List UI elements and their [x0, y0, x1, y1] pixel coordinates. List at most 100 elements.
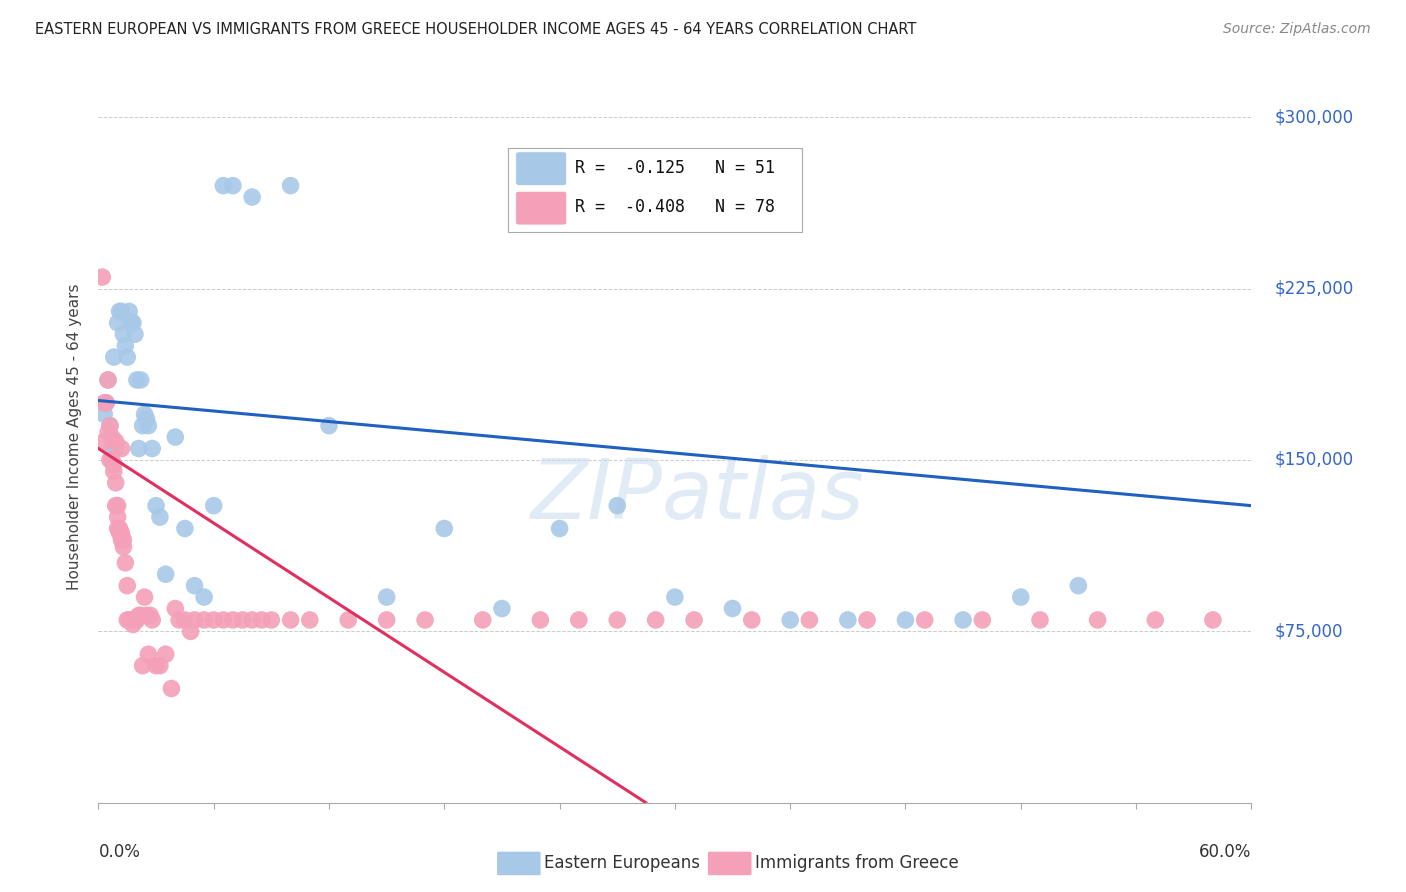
Point: [93, 407, 115, 421]
Point: [183, 613, 205, 627]
Point: [98, 418, 121, 433]
Point: [125, 373, 148, 387]
Point: [118, 613, 141, 627]
Point: [779, 613, 801, 627]
Point: [240, 190, 263, 204]
Point: [174, 613, 197, 627]
FancyBboxPatch shape: [508, 148, 801, 232]
Point: [128, 442, 150, 456]
Point: [120, 316, 142, 330]
Point: [125, 613, 148, 627]
Point: [104, 434, 127, 449]
Point: [97, 373, 120, 387]
Point: [98, 418, 121, 433]
Point: [606, 613, 628, 627]
Point: [103, 350, 125, 364]
Point: [1067, 579, 1090, 593]
Point: [155, 567, 177, 582]
Text: EASTERN EUROPEAN VS IMMIGRANTS FROM GREECE HOUSEHOLDER INCOME AGES 45 - 64 YEARS: EASTERN EUROPEAN VS IMMIGRANTS FROM GREE…: [35, 22, 917, 37]
Text: R =  -0.408   N = 78: R = -0.408 N = 78: [575, 198, 775, 216]
Point: [107, 499, 129, 513]
Point: [97, 373, 120, 387]
Point: [138, 418, 160, 433]
Point: [104, 475, 127, 490]
Point: [129, 608, 152, 623]
Point: [108, 526, 131, 541]
Point: [222, 613, 245, 627]
Point: [202, 613, 225, 627]
Point: [110, 442, 132, 456]
Point: [174, 521, 197, 535]
Text: 60.0%: 60.0%: [1199, 843, 1251, 861]
Point: [134, 590, 156, 604]
Point: [117, 613, 138, 627]
Point: [120, 613, 142, 627]
Point: [149, 658, 172, 673]
Point: [721, 601, 744, 615]
Point: [491, 601, 513, 615]
Point: [103, 458, 125, 472]
Point: [118, 304, 141, 318]
Text: $75,000: $75,000: [1274, 623, 1343, 640]
Point: [375, 590, 398, 604]
Point: [114, 556, 136, 570]
Point: [250, 613, 273, 627]
Point: [117, 579, 138, 593]
Point: [124, 327, 146, 342]
Point: [101, 430, 124, 444]
Point: [202, 499, 225, 513]
Point: [101, 453, 124, 467]
Point: [165, 601, 187, 615]
Point: [298, 613, 321, 627]
Point: [141, 613, 163, 627]
Point: [856, 613, 879, 627]
Text: R =  -0.125   N = 51: R = -0.125 N = 51: [575, 159, 775, 177]
Point: [114, 338, 136, 352]
Text: Source: ZipAtlas.com: Source: ZipAtlas.com: [1223, 22, 1371, 37]
Point: [231, 613, 254, 627]
Point: [94, 396, 117, 410]
Point: [104, 442, 127, 456]
Point: [894, 613, 917, 627]
Point: [1202, 613, 1225, 627]
Point: [108, 304, 131, 318]
Point: [108, 521, 131, 535]
Point: [129, 373, 152, 387]
Point: [131, 658, 153, 673]
Point: [375, 613, 398, 627]
Point: [103, 464, 125, 478]
Point: [837, 613, 859, 627]
Point: [110, 533, 132, 547]
Point: [104, 499, 127, 513]
Point: [107, 316, 129, 330]
Point: [529, 613, 551, 627]
Point: [93, 434, 115, 449]
Point: [1010, 590, 1032, 604]
Point: [135, 608, 157, 623]
Point: [222, 178, 245, 193]
Text: Immigrants from Greece: Immigrants from Greece: [755, 855, 959, 872]
Point: [741, 613, 763, 627]
Y-axis label: Householder Income Ages 45 - 64 years: Householder Income Ages 45 - 64 years: [67, 284, 83, 591]
Point: [568, 613, 591, 627]
Point: [145, 499, 167, 513]
Point: [91, 270, 114, 285]
Point: [337, 613, 360, 627]
Point: [112, 540, 135, 554]
Point: [94, 396, 117, 410]
Point: [138, 647, 160, 661]
Point: [644, 613, 666, 627]
Point: [141, 442, 163, 456]
Point: [122, 617, 145, 632]
Point: [240, 613, 263, 627]
FancyBboxPatch shape: [516, 152, 567, 186]
Point: [98, 453, 121, 467]
Point: [155, 647, 177, 661]
Point: [107, 510, 129, 524]
Point: [260, 613, 283, 627]
Text: Eastern Europeans: Eastern Europeans: [544, 855, 700, 872]
Text: 0.0%: 0.0%: [98, 843, 141, 861]
Point: [112, 533, 135, 547]
Point: [139, 608, 162, 623]
Point: [433, 521, 456, 535]
